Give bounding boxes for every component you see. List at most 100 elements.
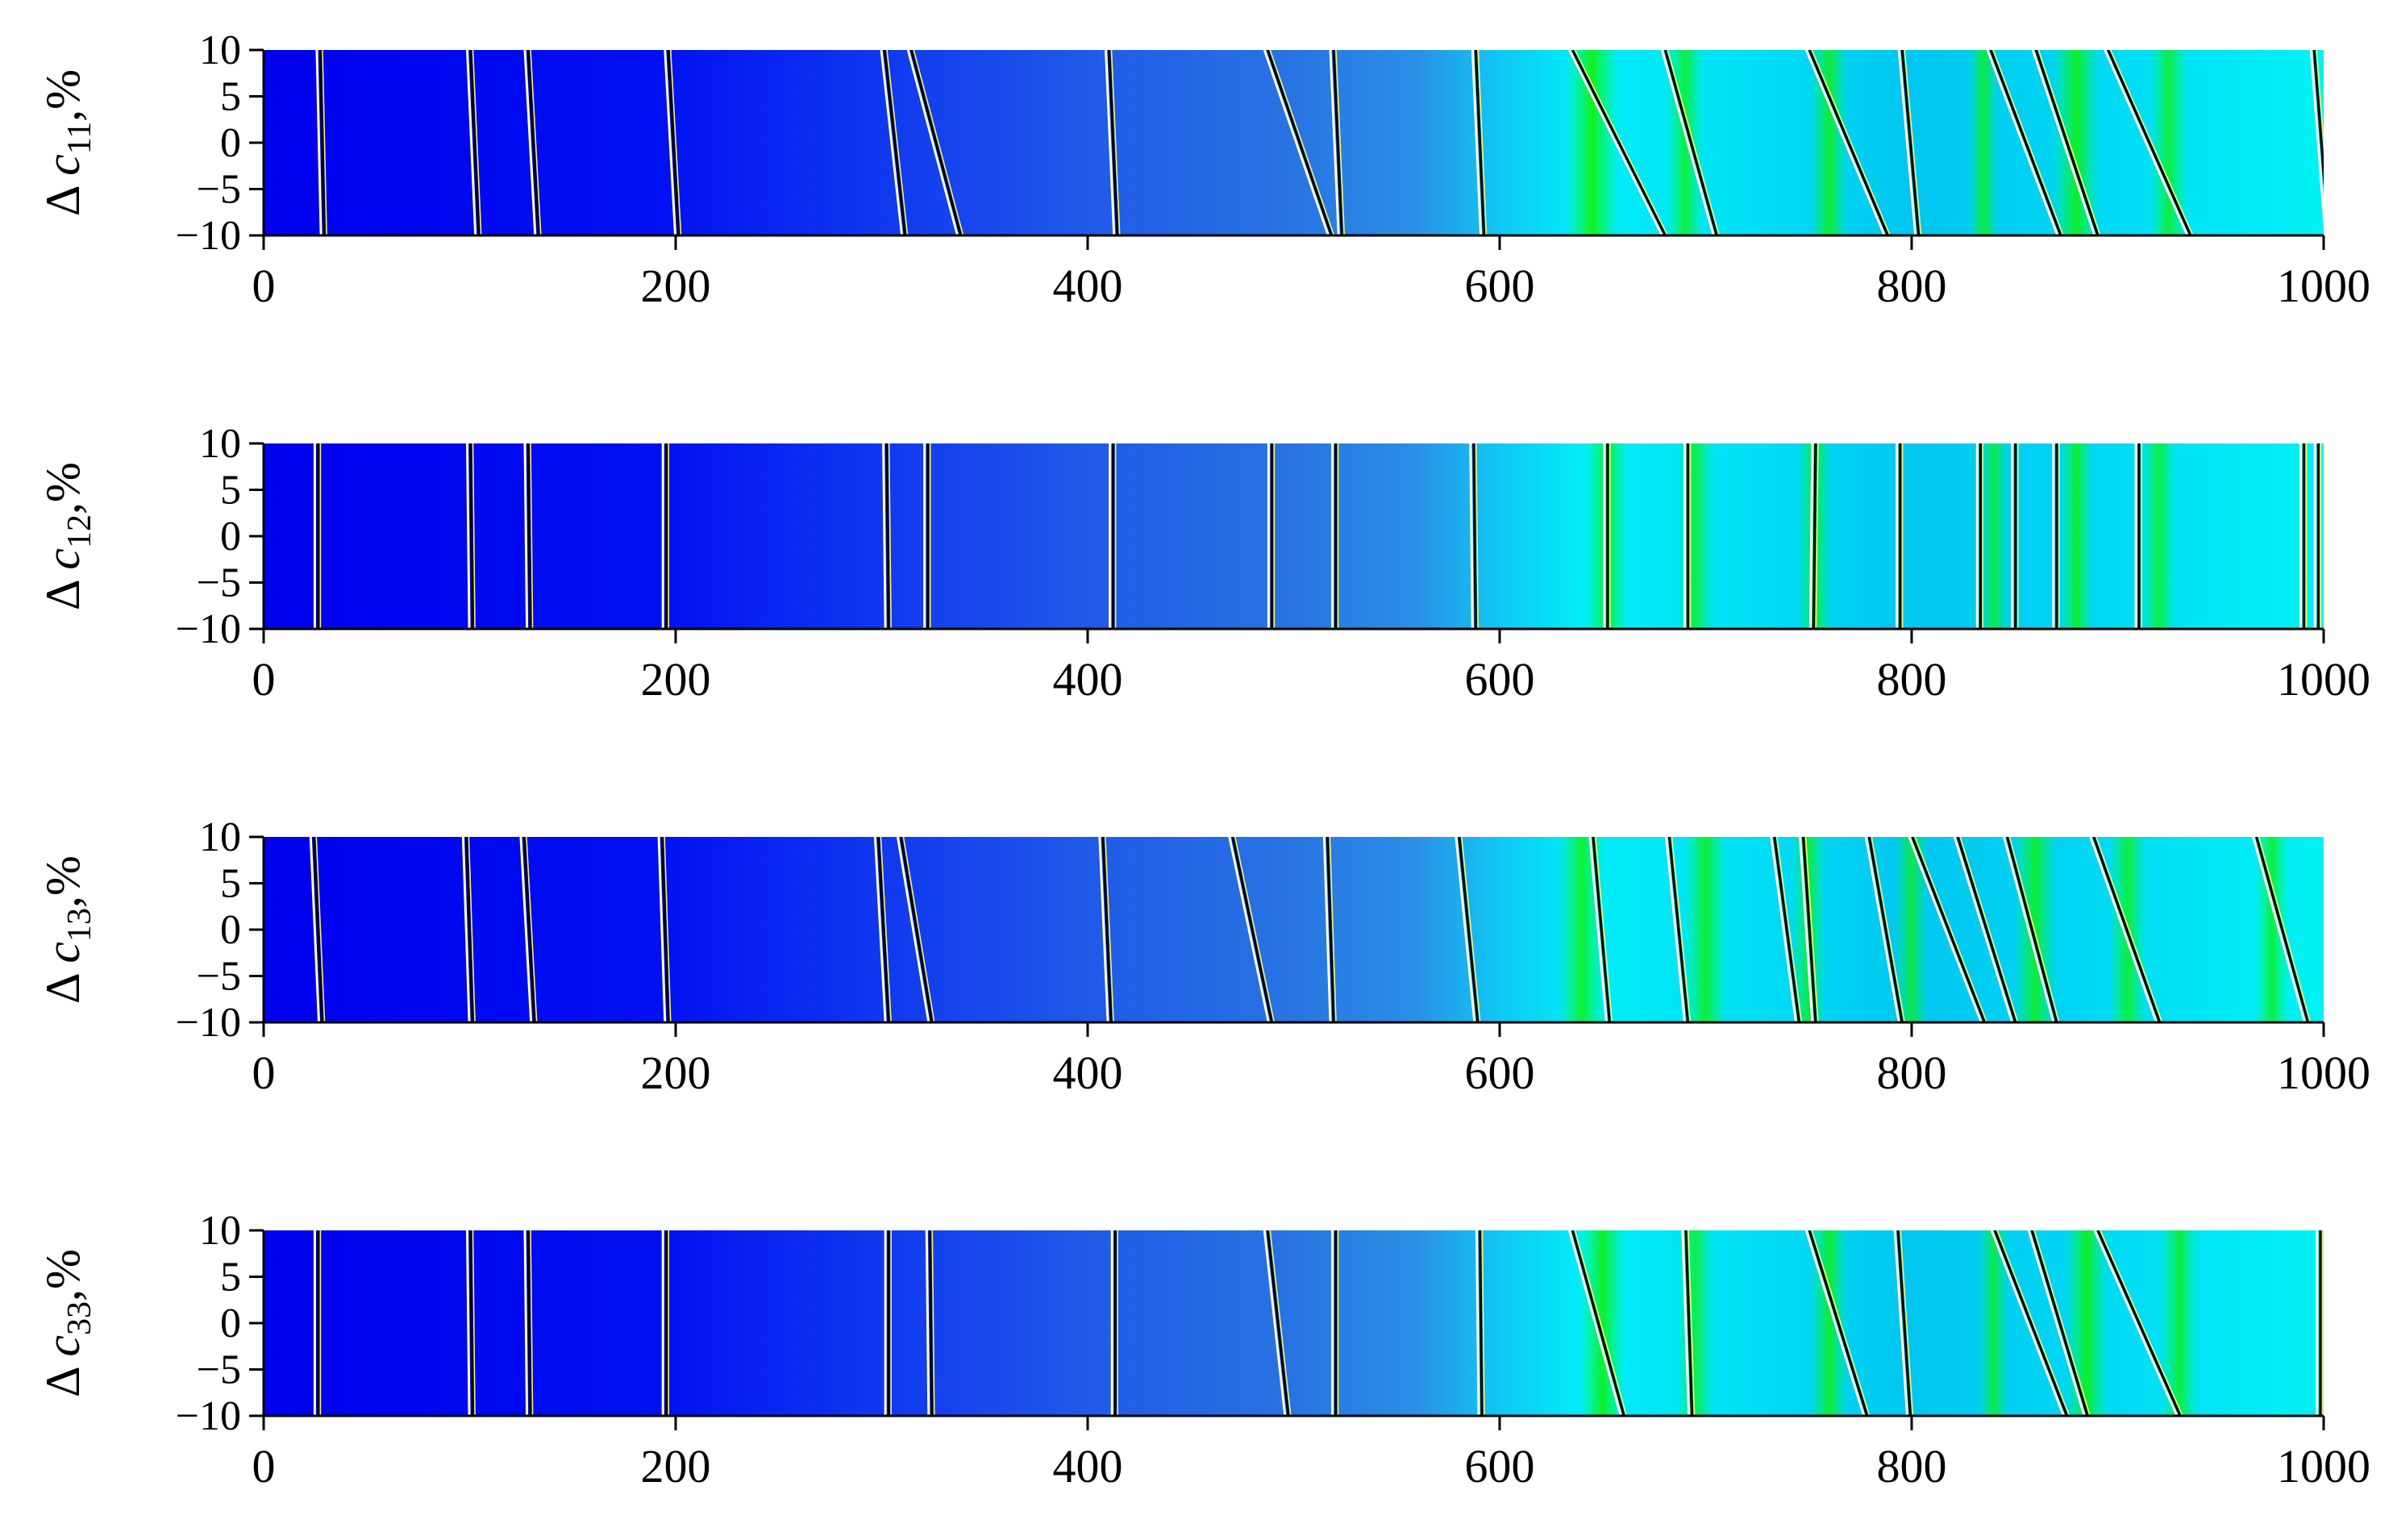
y-axis-label-suffix: ,% <box>36 855 89 908</box>
y-tick-label: 0 <box>220 120 241 166</box>
resonance-line-glow <box>880 50 904 235</box>
y-tick-label: 5 <box>220 468 241 514</box>
resonance-line <box>1808 50 1889 235</box>
resonance-line-highlight <box>1900 1230 1914 1416</box>
resonance-line <box>1266 50 1334 235</box>
y-axis-label-suffix: ,% <box>36 1249 89 1301</box>
green-band <box>1810 1230 1848 1416</box>
resonance-line-highlight <box>880 837 892 1022</box>
resonance-line-highlight <box>902 837 935 1022</box>
resonance-line <box>1474 50 1486 235</box>
heatmap-background <box>264 837 2324 1022</box>
resonance-line-highlight <box>472 443 476 629</box>
resonance-line-highlight <box>1110 50 1121 235</box>
resonance-line <box>2034 50 2100 235</box>
resonance-line <box>1989 50 2062 235</box>
resonance-line-glow <box>882 443 887 629</box>
resonance-line-glow <box>1908 837 1983 1022</box>
resonance-line-glow <box>461 837 471 1022</box>
y-axis-label-variable: c <box>36 942 89 964</box>
resonance-line-highlight <box>2100 1230 2183 1416</box>
green-band <box>1676 443 1714 629</box>
x-tick-label: 1000 <box>2277 1440 2370 1492</box>
resonance-line <box>2030 1230 2089 1416</box>
x-tick-label: 0 <box>252 1440 276 1492</box>
y-tick-label: −10 <box>176 213 241 259</box>
resonance-line <box>464 837 474 1022</box>
x-tick-label: 200 <box>641 653 711 705</box>
resonance-line-highlight <box>1811 1230 1871 1416</box>
green-band <box>1567 50 1618 235</box>
y-tick-label: 0 <box>220 514 241 560</box>
x-tick-label: 800 <box>1877 653 1947 705</box>
resonance-line-glow <box>1893 1230 1908 1416</box>
y-tick-label: 10 <box>199 1208 241 1254</box>
resonance-line-highlight <box>322 50 327 235</box>
green-band <box>2161 1230 2199 1416</box>
resonance-line-glow <box>1475 1230 1480 1416</box>
resonance-line <box>468 50 481 235</box>
resonance-line-glow <box>1322 837 1332 1022</box>
x-tick-label: 0 <box>252 260 276 312</box>
resonance-line <box>312 837 324 1022</box>
resonance-line-glow <box>523 443 529 629</box>
resonance-line-glow <box>1665 837 1686 1022</box>
resonance-line <box>883 50 907 235</box>
resonance-line-glow <box>466 443 471 629</box>
resonance-line-glow <box>315 50 323 235</box>
x-tick-label: 800 <box>1877 260 1947 312</box>
resonance-line-glow <box>1263 50 1330 235</box>
y-axis-label-subscript: 13 <box>61 908 98 942</box>
resonance-line-highlight <box>1461 837 1481 1022</box>
green-band <box>2054 50 2100 235</box>
resonance-line-glow <box>1228 837 1270 1022</box>
x-tick-label: 1000 <box>2277 653 2370 705</box>
resonance-line <box>1326 837 1335 1022</box>
resonance-line <box>2255 837 2310 1022</box>
resonance-line-glow <box>906 50 959 235</box>
resonance-line-highlight <box>1329 837 1337 1022</box>
resonance-line-highlight <box>315 837 326 1022</box>
heatmap-area <box>264 50 2324 235</box>
resonance-line-glow <box>657 837 667 1022</box>
y-axis-label-variable: c <box>36 1335 89 1357</box>
y-tick-label: 5 <box>220 74 241 120</box>
resonance-line <box>468 1230 474 1416</box>
x-tick-label: 200 <box>641 260 711 312</box>
y-axis-label-subscript: 33 <box>61 1301 98 1335</box>
resonance-line-highlight <box>472 1230 476 1416</box>
y-tick-label: −10 <box>176 606 241 652</box>
resonance-line <box>2005 837 2058 1022</box>
green-band <box>1895 837 1929 1022</box>
resonance-line-highlight <box>1335 50 1346 235</box>
resonance-line-highlight <box>1815 443 1819 629</box>
resonance-line-highlight <box>1914 837 1988 1022</box>
resonance-line-glow <box>1990 1230 2066 1416</box>
resonance-line-highlight <box>664 837 672 1022</box>
y-axis-label-symbol: Δ <box>36 1357 89 1397</box>
resonance-line <box>1911 837 1986 1022</box>
resonance-line-glow <box>1098 837 1109 1022</box>
heatmap-area <box>264 1230 2324 1416</box>
y-axis-label-subscript: 12 <box>61 514 98 548</box>
resonance-line-highlight <box>1105 837 1114 1022</box>
resonance-line-highlight <box>1269 1230 1292 1416</box>
y-tick-label: 10 <box>199 814 241 860</box>
y-axis-label: Δ c33,% <box>36 1249 98 1397</box>
resonance-line <box>522 837 536 1022</box>
resonance-line <box>876 837 890 1022</box>
resonance-line-glow <box>1770 837 1797 1022</box>
resonance-line-glow <box>1329 50 1340 235</box>
resonance-line <box>468 443 474 629</box>
x-tick-label: 800 <box>1877 1440 1947 1492</box>
y-tick-label: 10 <box>199 27 241 73</box>
resonance-line-highlight <box>931 1230 935 1416</box>
resonance-line <box>2096 1230 2182 1416</box>
green-band <box>1979 443 2009 629</box>
y-tick-label: 5 <box>220 1255 241 1301</box>
y-axis-label-symbol: Δ <box>36 964 89 1004</box>
y-tick-label: −5 <box>197 954 241 1000</box>
resonance-line <box>1332 50 1343 235</box>
